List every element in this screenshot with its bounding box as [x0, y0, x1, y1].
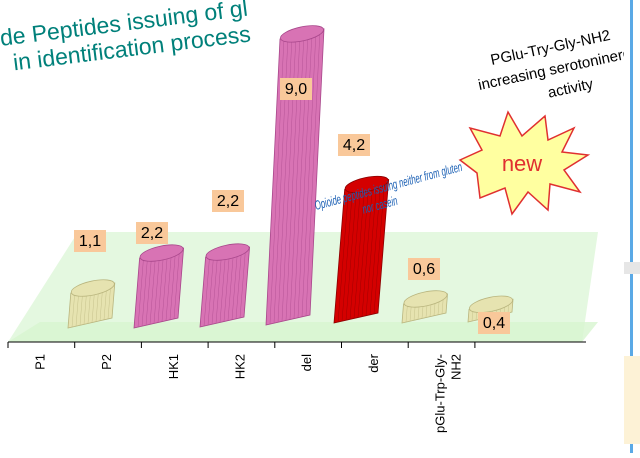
bar-del: [333, 175, 390, 324]
bar-p1: [67, 279, 116, 329]
value-label: 2,2: [217, 193, 239, 210]
x-tick-label: P2: [99, 354, 114, 370]
annotation-right-group: PGlu-Try-Gly-NH2 increasing serotoninerg…: [477, 27, 640, 102]
bar-der: [401, 290, 448, 324]
right-edge-block-2: [624, 356, 640, 444]
value-label: 0,4: [483, 315, 505, 332]
x-tick-label: del: [299, 354, 314, 371]
x-tick-label: HK1: [166, 354, 181, 379]
x-axis-ticks: [7, 342, 476, 348]
x-axis-labels: P1 P2 HK1 HK2 del der pGlu-Trp-Gly- NH2: [32, 353, 463, 433]
x-tick-label: HK2: [232, 354, 247, 379]
new-badge-text: new: [502, 151, 542, 176]
title-group: de Peptides issuing of gl in identificat…: [0, 0, 252, 75]
value-label-bg: [408, 258, 440, 280]
value-label: 9,0: [285, 81, 307, 98]
right-edge-strip: [624, 0, 640, 453]
bars: [67, 25, 514, 329]
right-edge-block-1: [624, 262, 640, 274]
value-label: 2,2: [141, 225, 163, 242]
x-tick-label: NH2: [449, 354, 464, 380]
value-label-bg: [212, 190, 244, 212]
bar-p2: [133, 244, 185, 329]
value-label: 0,6: [413, 261, 435, 278]
value-labels: 1,1 2,2 2,2 9,0 4,2 0,6 0,4: [74, 78, 510, 334]
x-tick-label: P1: [32, 354, 47, 370]
value-label-bg: [478, 312, 510, 334]
chart-floor: [8, 322, 598, 342]
value-label-bg: [74, 230, 106, 252]
bar-hk2: [265, 25, 325, 326]
value-label-bg: [280, 78, 312, 100]
value-label-bg: [136, 222, 168, 244]
new-badge-starburst: [458, 110, 591, 216]
value-label-bg: [338, 134, 370, 156]
x-tick-label: pGlu-Trp-Gly-: [433, 354, 448, 433]
bar-hk1: [199, 243, 251, 328]
x-tick-label: der: [366, 353, 381, 372]
annotation-red-group: Opioide peptides issuing neither from gl…: [313, 160, 464, 217]
right-edge-line: [630, 0, 633, 453]
value-label: 1,1: [79, 233, 101, 250]
annotation-right-line3: activity: [546, 75, 595, 101]
value-label: 4,2: [343, 137, 365, 154]
